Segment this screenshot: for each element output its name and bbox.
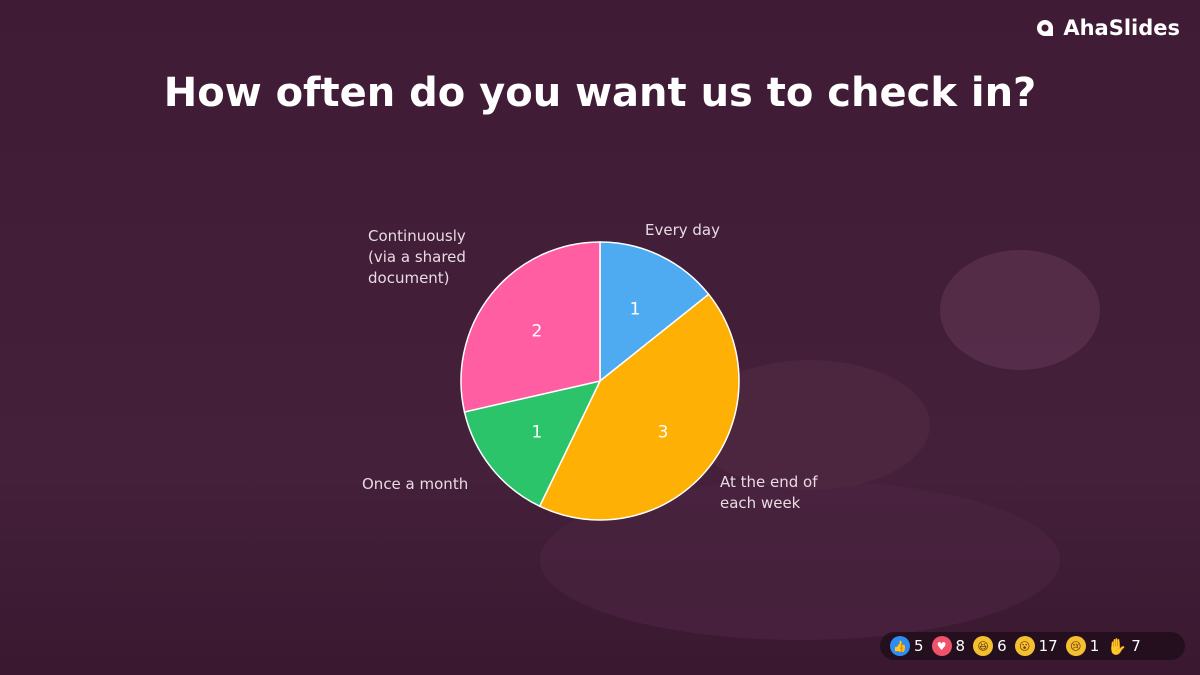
reaction-count: 1	[1089, 637, 1100, 655]
reaction-count: 6	[997, 637, 1007, 655]
pie-slice	[463, 379, 602, 508]
laugh-icon: 😆	[973, 636, 994, 656]
reaction-heart[interactable]: ♥ 8	[931, 636, 966, 656]
reaction-count: 7	[1131, 637, 1141, 655]
pie-slice-value: 3	[658, 422, 669, 442]
pie-slice-value: 1	[532, 422, 543, 442]
sad-icon: 😢	[1065, 636, 1086, 656]
brand-name: AhaSlides	[1063, 16, 1180, 40]
wow-icon: 😮	[1014, 636, 1035, 656]
reaction-count: 5	[914, 637, 924, 655]
reaction-thumbs-up[interactable]: 👍 5	[890, 636, 924, 656]
label-continuously: Continuously (via a shared document)	[368, 227, 466, 287]
pie-slice	[538, 293, 740, 521]
thumbs-up-icon: 👍	[890, 636, 910, 656]
pie-slice	[599, 241, 710, 383]
pie-slice-value: 2	[532, 322, 543, 342]
ahaslides-logo: AhaSlides	[1033, 16, 1180, 40]
reaction-raised-hand[interactable]: ✋ 7	[1107, 636, 1141, 656]
reaction-count: 17	[1038, 637, 1058, 655]
reaction-laugh[interactable]: 😆 6	[973, 636, 1007, 656]
pie-slice	[460, 241, 601, 413]
reactions-bar: 👍 5 ♥ 8 😆 6 😮 17 😢 1 ✋ 7	[880, 632, 1185, 660]
reaction-wow[interactable]: 😮 17	[1014, 636, 1058, 656]
ahaslides-logo-icon	[1037, 20, 1054, 36]
label-once-a-month: Once a month	[362, 475, 469, 493]
label-every-day: Every day	[645, 221, 720, 239]
heart-icon: ♥	[931, 636, 952, 656]
reaction-count: 8	[955, 637, 966, 655]
raised-hand-icon: ✋	[1107, 636, 1128, 656]
label-end-of-week: At the end of each week	[720, 473, 818, 512]
background-phone-receiver	[940, 250, 1100, 370]
question-title: How often do you want us to check in?	[163, 70, 1037, 116]
reaction-sad[interactable]: 😢 1	[1065, 636, 1100, 656]
pie-slice-value: 1	[630, 299, 641, 319]
